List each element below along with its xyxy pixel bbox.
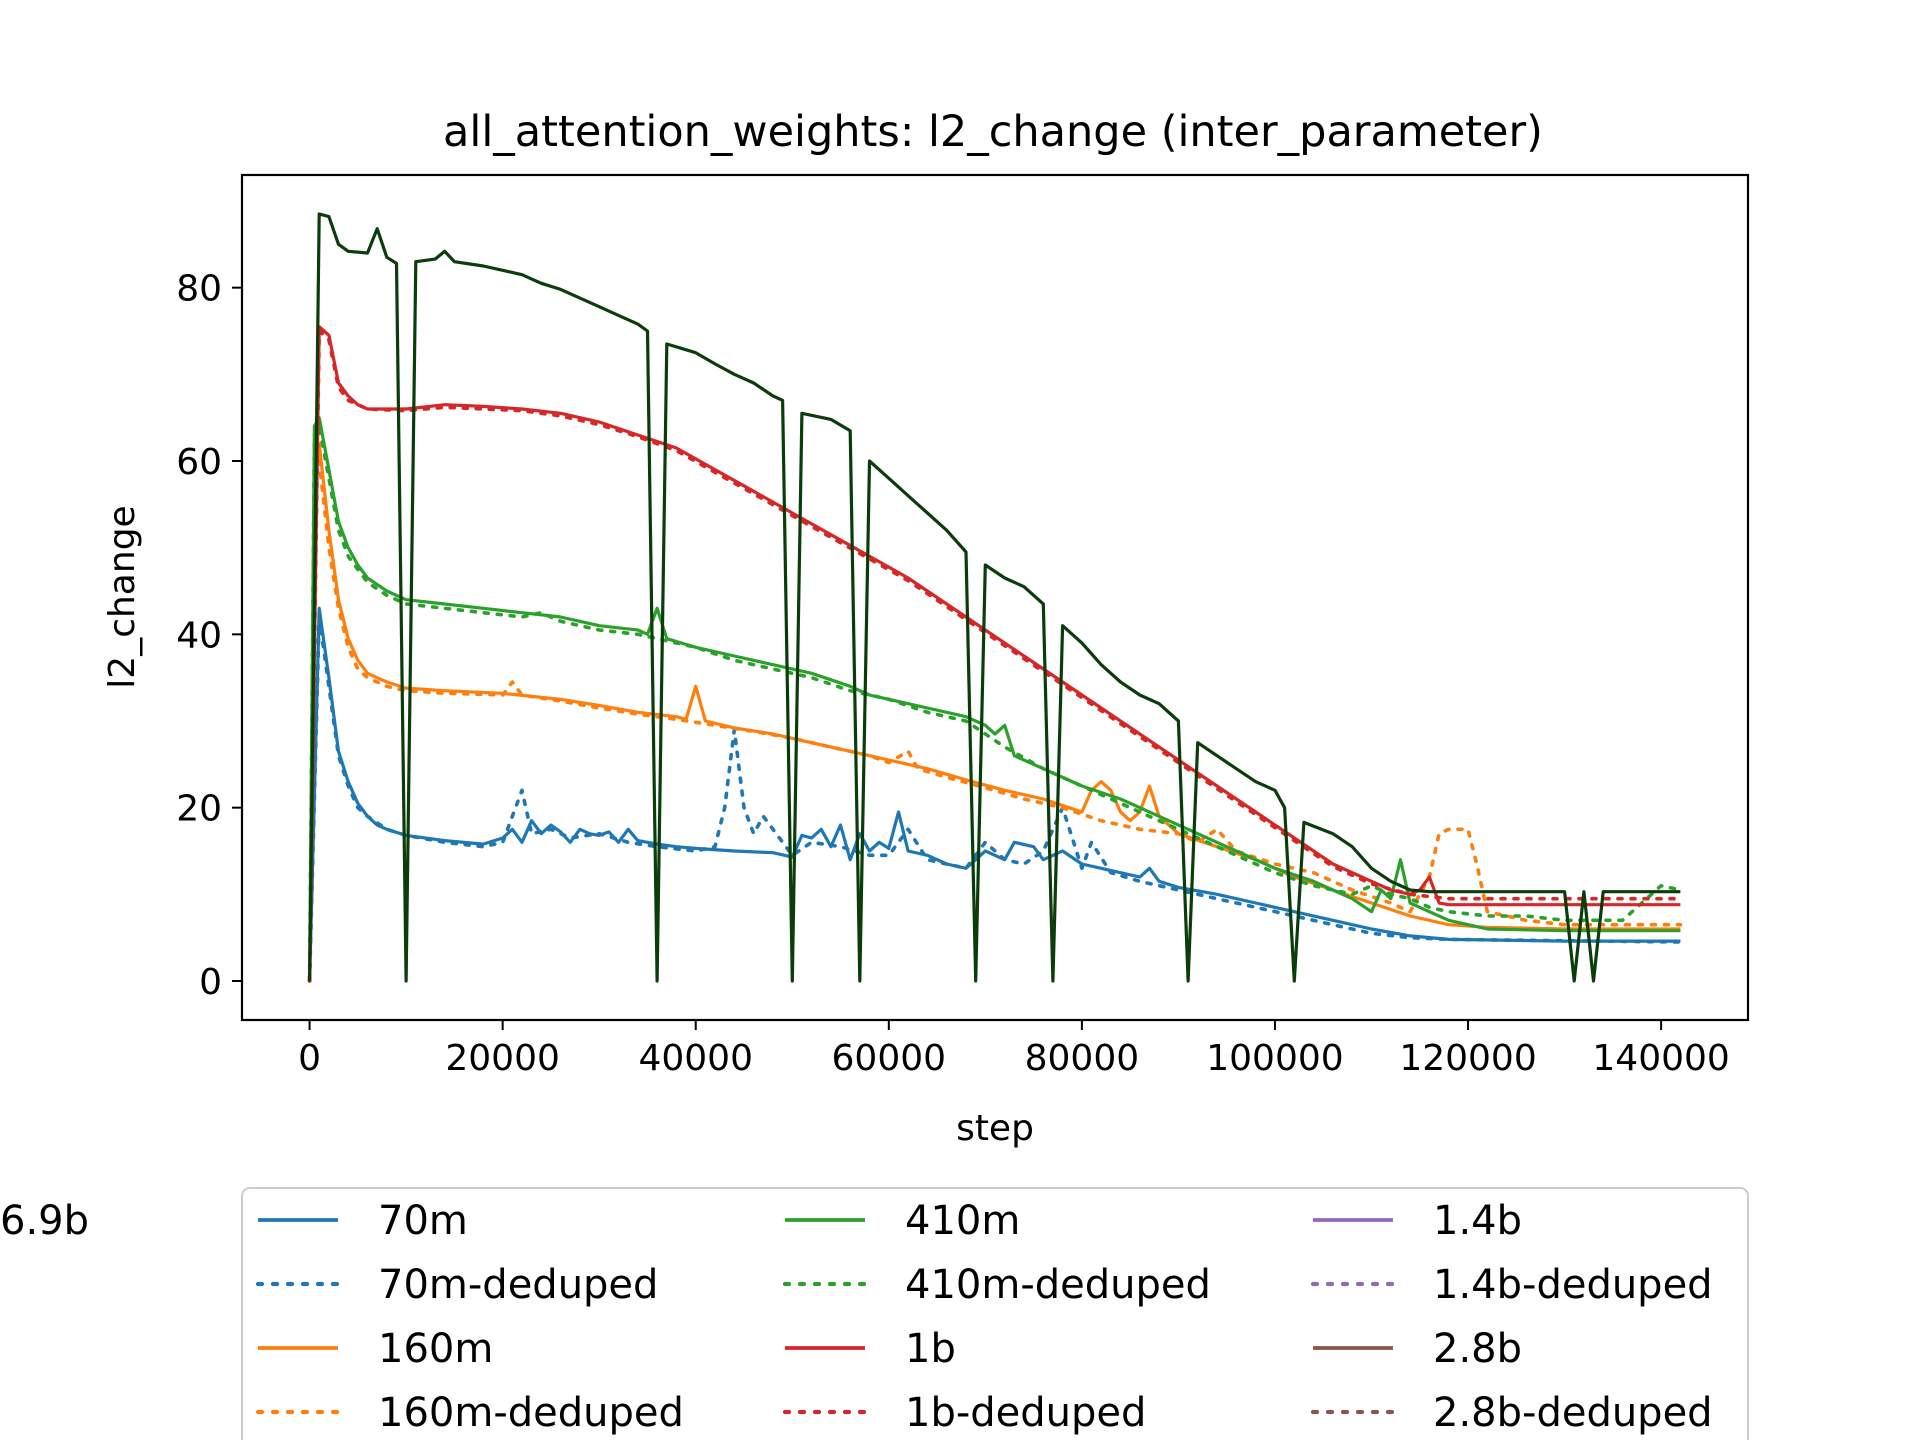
legend-label-410m: 410m (905, 1198, 1020, 1244)
legend-label-1-4b: 1.4b (1433, 1198, 1522, 1244)
series-line-1b-deduped (307, 329, 1683, 983)
y-tick-label: 20 (176, 789, 222, 830)
legend-label-160m: 160m (378, 1326, 493, 1372)
series-line-1b (308, 325, 1681, 982)
x-tick-label: 0 (298, 1038, 321, 1079)
y-tick-label: 80 (176, 269, 222, 310)
legend-label-70m: 70m (378, 1198, 468, 1244)
legend-label-160m-deduped: 160m-deduped (378, 1390, 684, 1436)
y-tick-label: 40 (176, 615, 222, 656)
legend-box (241, 1187, 1749, 1445)
x-axis: 0 20000 40000 60000 80000 100000 120000 140000 (298, 1020, 1730, 1079)
legend-label-2-8b-deduped: 2.8b-deduped (1433, 1390, 1713, 1436)
x-axis-label: step (956, 1108, 1034, 1149)
x-tick-label: 120000 (1399, 1038, 1536, 1079)
y-tick-label: 60 (176, 442, 222, 483)
chart-title: all_attention_weights: l2_change (inter_… (443, 107, 1543, 157)
x-tick-label: 60000 (832, 1038, 947, 1079)
legend-label-70m-deduped: 70m-deduped (378, 1262, 658, 1308)
x-tick-label: 80000 (1025, 1038, 1140, 1079)
legend: 70m 70m-deduped 160m 160m-deduped 410m 410m-d… (0, 1187, 1749, 1445)
plot-frame (240, 173, 1750, 1022)
legend-label-1b-deduped: 1b-deduped (905, 1390, 1146, 1436)
x-tick-label: 40000 (638, 1038, 753, 1079)
y-axis-label: l2_change (102, 505, 143, 688)
y-axis: 0 20 40 60 80 (176, 269, 242, 1003)
series-line-410m (308, 416, 1681, 982)
series-line-160m-deduped (307, 459, 1683, 983)
legend-label-2-8b: 2.8b (1433, 1326, 1522, 1372)
legend-label-1b: 1b (905, 1326, 956, 1372)
series-line-6-9b (308, 212, 1681, 983)
x-tick-label: 100000 (1206, 1038, 1343, 1079)
y-tick-label: 0 (199, 962, 222, 1003)
x-tick-label: 20000 (445, 1038, 560, 1079)
legend-label-1-4b-deduped: 1.4b-deduped (1433, 1262, 1713, 1308)
legend-label-410m-deduped: 410m-deduped (905, 1262, 1211, 1308)
x-tick-label: 140000 (1592, 1038, 1729, 1079)
series-line-70m-deduped (307, 615, 1683, 983)
series-line-70m (308, 606, 1681, 982)
legend-label-6-9b: 6.9b (0, 1198, 89, 1244)
